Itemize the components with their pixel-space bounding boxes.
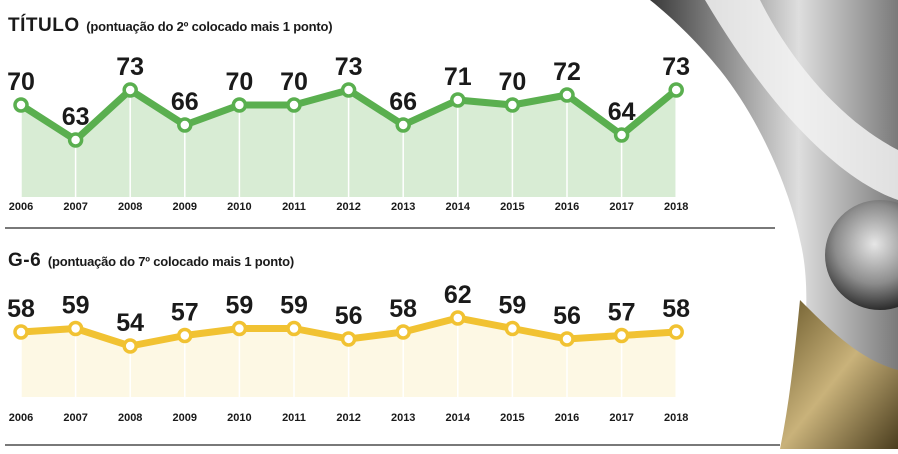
g6-tick-label-2015: 2015 xyxy=(500,412,524,424)
g6-point-2015 xyxy=(504,320,521,337)
title-value-label-2015: 70 xyxy=(498,68,526,96)
g6-point-2007 xyxy=(67,320,84,337)
g6-point-2011 xyxy=(286,320,302,337)
g6-tick-label-2006: 2006 xyxy=(9,412,33,424)
g6-tick-label-2014: 2014 xyxy=(446,412,471,424)
title-tick-label-2006: 2006 xyxy=(9,201,33,213)
g6-chart-title: G-6 xyxy=(8,250,42,271)
g6-value-label-2010: 59 xyxy=(225,292,253,320)
title-point-2006 xyxy=(13,97,29,113)
title-value-label-2016: 72 xyxy=(553,58,581,86)
title-point-2017 xyxy=(613,127,630,143)
g6-tick-label-2017: 2017 xyxy=(609,412,633,424)
g6-point-2012 xyxy=(340,331,357,347)
g6-point-2014 xyxy=(450,310,466,326)
g6-tick-label-2012: 2012 xyxy=(336,412,360,424)
g6-point-2018 xyxy=(668,324,684,340)
trophy-highlight xyxy=(705,0,898,200)
title-tick-label-2012: 2012 xyxy=(336,201,360,213)
g6-value-label-2007: 59 xyxy=(62,292,90,320)
title-point-2018 xyxy=(668,82,684,98)
g6-value-label-2009: 57 xyxy=(171,299,199,327)
title-tick-label-2008: 2008 xyxy=(118,201,142,213)
title-chart-heading: TÍTULO (pontuação do 2º colocado mais 1 … xyxy=(8,10,333,38)
title-point-2015 xyxy=(504,97,521,113)
g6-value-label-2008: 54 xyxy=(116,309,144,337)
title-value-label-2013: 66 xyxy=(389,88,417,116)
title-point-2013 xyxy=(395,117,411,133)
g6-chart-subtitle: (pontuação do 7º colocado mais 1 ponto) xyxy=(47,254,294,269)
g6-point-2017 xyxy=(613,327,630,344)
title-value-label-2007: 63 xyxy=(62,103,90,131)
g6-point-2013 xyxy=(395,324,411,340)
g6-value-label-2012: 56 xyxy=(335,302,363,330)
trophy-base xyxy=(780,300,898,449)
title-tick-label-2011: 2011 xyxy=(282,201,306,213)
title-value-label-2017: 64 xyxy=(608,98,636,126)
title-tick-label-2007: 2007 xyxy=(63,201,87,213)
title-value-label-2010: 70 xyxy=(225,68,253,96)
title-value-label-2009: 66 xyxy=(171,88,199,116)
g6-chart: 58 2006 59 2007 54 2008 57 2009 59 2010 59 2011 56 20… xyxy=(5,281,780,446)
g6-tick-label-2010: 2010 xyxy=(227,412,251,424)
title-chart: 70 2006 63 2007 73 2008 66 2009 70 2010 70 2011 73 20… xyxy=(5,53,775,229)
g6-tick-label-2008: 2008 xyxy=(118,412,142,424)
title-tick-label-2010: 2010 xyxy=(227,201,251,213)
title-point-2014 xyxy=(450,92,466,108)
title-value-label-2014: 71 xyxy=(444,63,472,91)
g6-value-label-2018: 58 xyxy=(662,295,690,323)
g6-point-2008 xyxy=(122,338,138,354)
title-tick-label-2009: 2009 xyxy=(173,201,197,213)
g6-tick-label-2018: 2018 xyxy=(664,412,688,424)
title-tick-label-2017: 2017 xyxy=(609,201,633,213)
g6-value-label-2015: 59 xyxy=(498,292,526,320)
trophy-photo xyxy=(650,0,898,449)
g6-tick-label-2009: 2009 xyxy=(173,412,197,424)
title-value-label-2006: 70 xyxy=(7,68,35,96)
title-point-2011 xyxy=(286,97,302,113)
title-chart-subtitle: (pontuação do 2º colocado mais 1 ponto) xyxy=(86,19,333,34)
title-tick-label-2015: 2015 xyxy=(500,201,524,213)
g6-value-label-2016: 56 xyxy=(553,302,581,330)
title-point-2016 xyxy=(559,87,575,103)
g6-value-label-2011: 59 xyxy=(280,292,308,320)
g6-point-2009 xyxy=(177,327,193,344)
title-point-2012 xyxy=(340,82,357,98)
title-point-2010 xyxy=(231,97,248,113)
g6-value-label-2006: 58 xyxy=(7,295,35,323)
g6-tick-label-2013: 2013 xyxy=(391,412,415,424)
g6-tick-label-2007: 2007 xyxy=(63,412,87,424)
g6-tick-label-2011: 2011 xyxy=(282,412,306,424)
title-tick-label-2016: 2016 xyxy=(555,201,579,213)
title-tick-label-2013: 2013 xyxy=(391,201,415,213)
title-value-label-2011: 70 xyxy=(280,68,308,96)
title-tick-label-2014: 2014 xyxy=(446,201,471,213)
trophy-globe xyxy=(825,200,898,310)
g6-point-2006 xyxy=(13,324,29,340)
g6-tick-label-2016: 2016 xyxy=(555,412,579,424)
title-point-2008 xyxy=(122,82,138,98)
g6-point-2010 xyxy=(231,320,248,337)
title-point-2009 xyxy=(177,117,193,133)
title-tick-label-2018: 2018 xyxy=(664,201,688,213)
g6-value-label-2017: 57 xyxy=(608,299,636,327)
title-point-2007 xyxy=(67,132,84,148)
g6-value-label-2014: 62 xyxy=(444,281,472,309)
g6-point-2016 xyxy=(559,331,575,347)
title-value-label-2018: 73 xyxy=(662,53,690,81)
title-value-label-2012: 73 xyxy=(335,53,363,81)
g6-chart-heading: G-6 (pontuação do 7º colocado mais 1 pon… xyxy=(8,245,294,273)
title-value-label-2008: 73 xyxy=(116,53,144,81)
g6-value-label-2013: 58 xyxy=(389,295,417,323)
title-chart-title: TÍTULO xyxy=(8,15,80,36)
